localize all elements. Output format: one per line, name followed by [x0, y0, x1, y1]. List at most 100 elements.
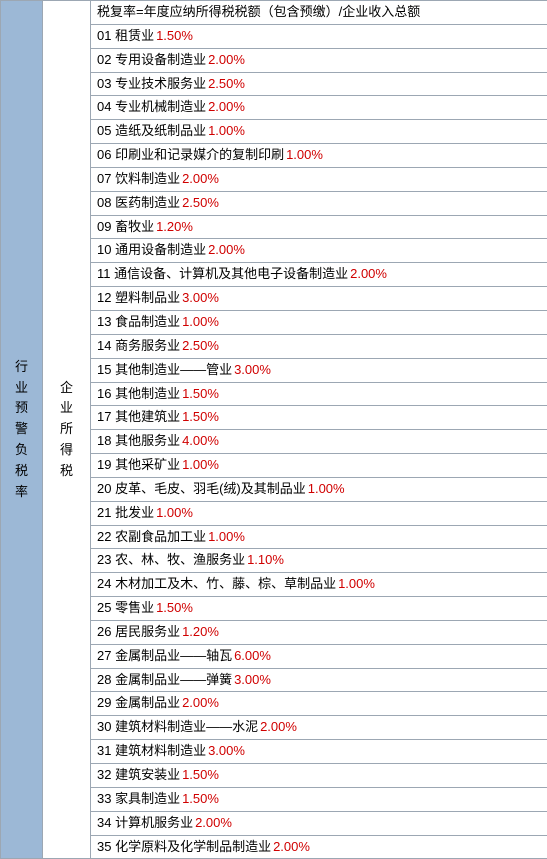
industry-label: 23 农、林、牧、渔服务业	[97, 551, 245, 570]
industry-percent: 2.00%	[208, 98, 245, 117]
industry-percent: 3.00%	[208, 742, 245, 761]
formula-header-row: 税复率=年度应纳所得税税额（包含预缴）/企业收入总额	[91, 1, 547, 25]
industry-percent: 3.00%	[234, 671, 271, 690]
industry-percent: 1.20%	[156, 218, 193, 237]
industry-row: 29 金属制品业 2.00%	[91, 692, 547, 716]
industry-label: 13 食品制造业	[97, 313, 180, 332]
industry-row: 32 建筑安装业 1.50%	[91, 764, 547, 788]
industry-row: 25 零售业 1.50%	[91, 597, 547, 621]
industry-row: 12 塑料制品业 3.00%	[91, 287, 547, 311]
industry-label: 19 其他采矿业	[97, 456, 180, 475]
industry-row: 10 通用设备制造业 2.00%	[91, 239, 547, 263]
industry-percent: 2.50%	[182, 337, 219, 356]
industry-label: 07 饮料制造业	[97, 170, 180, 189]
industry-row: 21 批发业 1.00%	[91, 502, 547, 526]
tax-type-column: 企业所得税	[43, 1, 91, 858]
industry-label: 05 造纸及纸制品业	[97, 122, 206, 141]
industry-label: 29 金属制品业	[97, 694, 180, 713]
industry-percent: 1.00%	[182, 313, 219, 332]
industry-percent: 1.00%	[308, 480, 345, 499]
industry-row: 07 饮料制造业 2.00%	[91, 168, 547, 192]
industry-percent: 2.00%	[208, 51, 245, 70]
industry-label: 30 建筑材料制造业——水泥	[97, 718, 258, 737]
industry-row: 35 化学原料及化学制品制造业 2.00%	[91, 836, 547, 859]
industry-row: 28 金属制品业——弹簧 3.00%	[91, 669, 547, 693]
industry-percent: 1.10%	[247, 551, 284, 570]
industry-percent: 3.00%	[182, 289, 219, 308]
industry-row: 01 租赁业 1.50%	[91, 25, 547, 49]
industry-row: 31 建筑材料制造业 3.00%	[91, 740, 547, 764]
industry-label: 28 金属制品业——弹簧	[97, 671, 232, 690]
industry-percent: 1.00%	[208, 122, 245, 141]
industry-label: 33 家具制造业	[97, 790, 180, 809]
industry-label: 14 商务服务业	[97, 337, 180, 356]
industry-label: 26 居民服务业	[97, 623, 180, 642]
industry-label: 09 畜牧业	[97, 218, 154, 237]
industry-row: 17 其他建筑业 1.50%	[91, 406, 547, 430]
industry-label: 10 通用设备制造业	[97, 241, 206, 260]
industry-row: 06 印刷业和记录媒介的复制印刷 1.00%	[91, 144, 547, 168]
industry-percent: 1.00%	[156, 504, 193, 523]
industry-row: 16 其他制造业 1.50%	[91, 383, 547, 407]
industry-percent: 1.50%	[182, 790, 219, 809]
industry-row: 18 其他服务业 4.00%	[91, 430, 547, 454]
tax-type-label: 企业所得税	[60, 378, 73, 482]
industry-label: 22 农副食品加工业	[97, 528, 206, 547]
industry-label: 24 木材加工及木、竹、藤、棕、草制品业	[97, 575, 336, 594]
industry-row: 15 其他制造业——管业 3.00%	[91, 359, 547, 383]
industry-row: 13 食品制造业 1.00%	[91, 311, 547, 335]
industry-percent: 1.50%	[156, 599, 193, 618]
industry-label: 20 皮革、毛皮、羽毛(绒)及其制品业	[97, 480, 306, 499]
industry-label: 35 化学原料及化学制品制造业	[97, 838, 271, 857]
industry-label: 03 专业技术服务业	[97, 75, 206, 94]
industry-percent: 2.00%	[182, 694, 219, 713]
industry-label: 15 其他制造业——管业	[97, 361, 232, 380]
industry-row: 27 金属制品业——轴瓦 6.00%	[91, 645, 547, 669]
industry-label: 01 租赁业	[97, 27, 154, 46]
category-column: 行业预警负税率	[1, 1, 43, 858]
industry-label: 21 批发业	[97, 504, 154, 523]
industry-label: 08 医药制造业	[97, 194, 180, 213]
industry-percent: 1.50%	[182, 385, 219, 404]
industry-percent: 1.50%	[182, 766, 219, 785]
industry-label: 25 零售业	[97, 599, 154, 618]
industry-label: 31 建筑材料制造业	[97, 742, 206, 761]
industry-label: 32 建筑安装业	[97, 766, 180, 785]
industry-percent: 2.00%	[273, 838, 310, 857]
tax-rate-table: 行业预警负税率 企业所得税 税复率=年度应纳所得税税额（包含预缴）/企业收入总额…	[0, 0, 547, 859]
industry-label: 02 专用设备制造业	[97, 51, 206, 70]
industry-percent: 1.50%	[182, 408, 219, 427]
industry-percent: 2.50%	[208, 75, 245, 94]
industry-label: 06 印刷业和记录媒介的复制印刷	[97, 146, 284, 165]
industry-percent: 3.00%	[234, 361, 271, 380]
industry-label: 27 金属制品业——轴瓦	[97, 647, 232, 666]
formula-text: 税复率=年度应纳所得税税额（包含预缴）/企业收入总额	[97, 3, 420, 22]
industry-percent: 2.00%	[260, 718, 297, 737]
industry-label: 16 其他制造业	[97, 385, 180, 404]
industry-row: 22 农副食品加工业 1.00%	[91, 526, 547, 550]
industry-row: 19 其他采矿业 1.00%	[91, 454, 547, 478]
industry-row: 33 家具制造业 1.50%	[91, 788, 547, 812]
industry-row: 03 专业技术服务业 2.50%	[91, 73, 547, 97]
industry-row: 30 建筑材料制造业——水泥 2.00%	[91, 716, 547, 740]
industry-row: 08 医药制造业 2.50%	[91, 192, 547, 216]
industry-label: 12 塑料制品业	[97, 289, 180, 308]
industry-percent: 1.00%	[338, 575, 375, 594]
industry-row: 34 计算机服务业 2.00%	[91, 812, 547, 836]
industry-label: 34 计算机服务业	[97, 814, 193, 833]
industry-percent: 2.00%	[195, 814, 232, 833]
industry-row: 26 居民服务业 1.20%	[91, 621, 547, 645]
industry-row: 20 皮革、毛皮、羽毛(绒)及其制品业 1.00%	[91, 478, 547, 502]
industry-percent: 6.00%	[234, 647, 271, 666]
industry-percent: 1.20%	[182, 623, 219, 642]
industry-label: 04 专业机械制造业	[97, 98, 206, 117]
industry-percent: 1.50%	[156, 27, 193, 46]
industry-row: 11 通信设备、计算机及其他电子设备制造业 2.00%	[91, 263, 547, 287]
industry-row: 09 畜牧业 1.20%	[91, 216, 547, 240]
industry-percent: 1.00%	[286, 146, 323, 165]
industry-percent: 2.00%	[182, 170, 219, 189]
industry-row: 02 专用设备制造业 2.00%	[91, 49, 547, 73]
industry-percent: 2.50%	[182, 194, 219, 213]
industry-row: 04 专业机械制造业 2.00%	[91, 96, 547, 120]
category-label: 行业预警负税率	[15, 357, 28, 503]
